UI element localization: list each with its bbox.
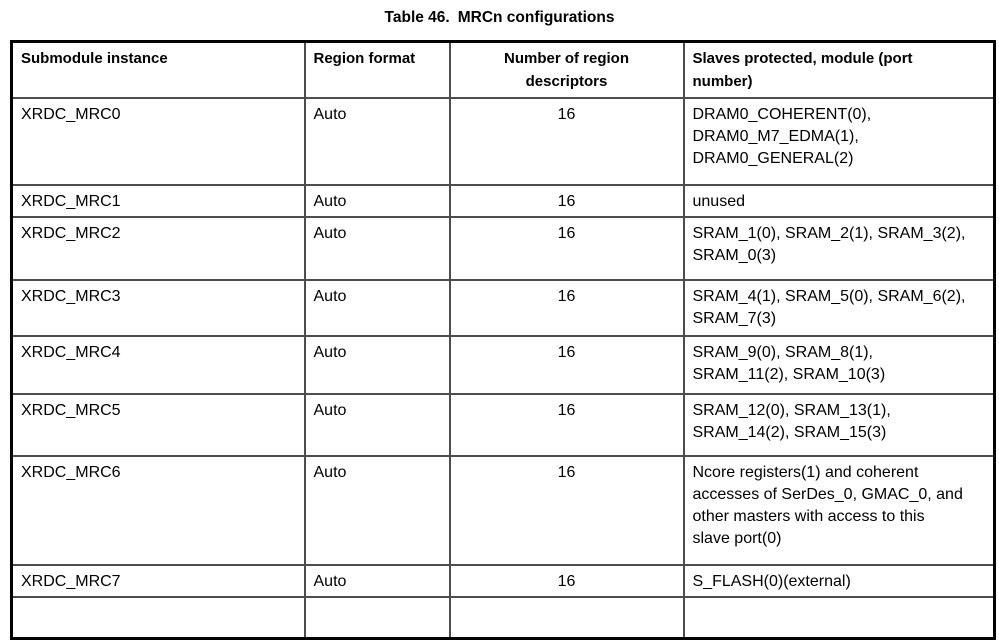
table-row: XRDC_MRC0 Auto 16 DRAM0_COHERENT(0), DRA… <box>10 96 996 186</box>
cell-slaves-protected: S_FLASH(0)(external) <box>682 563 996 598</box>
cell-region-format: Auto <box>303 392 451 457</box>
table-header-row: Submodule instance Region format Number … <box>10 40 996 99</box>
table-row: XRDC_MRC5 Auto 16 SRAM_12(0), SRAM_13(1)… <box>10 392 996 457</box>
column-header-region-format: Region format <box>303 40 451 99</box>
cell-submodule-instance: XRDC_MRC1 <box>10 183 306 218</box>
cell-region-format <box>303 595 451 640</box>
cell-slaves-protected: SRAM_4(1), SRAM_5(0), SRAM_6(2), SRAM_7(… <box>682 278 996 337</box>
cell-region-descriptors: 16 <box>448 215 685 281</box>
table-row: XRDC_MRC4 Auto 16 SRAM_9(0), SRAM_8(1), … <box>10 334 996 395</box>
cell-submodule-instance: XRDC_MRC3 <box>10 278 306 337</box>
cell-slaves-protected <box>682 595 996 640</box>
cell-region-format: Auto <box>303 278 451 337</box>
cell-region-format: Auto <box>303 334 451 395</box>
cell-region-format: Auto <box>303 215 451 281</box>
cell-region-descriptors: 16 <box>448 183 685 218</box>
column-header-slaves-protected: Slaves protected, module (port number) <box>682 40 996 99</box>
cell-submodule-instance: XRDC_MRC0 <box>10 96 306 186</box>
table-row-partial <box>10 595 996 640</box>
cell-region-format: Auto <box>303 454 451 566</box>
cell-submodule-instance: XRDC_MRC2 <box>10 215 306 281</box>
cell-region-format: Auto <box>303 183 451 218</box>
table-caption: Table 46. MRCn configurations <box>0 9 999 27</box>
table-row: XRDC_MRC6 Auto 16 Ncore registers(1) and… <box>10 454 996 566</box>
table-caption-number: Table 46. <box>384 9 450 26</box>
cell-slaves-protected: SRAM_9(0), SRAM_8(1), SRAM_11(2), SRAM_1… <box>682 334 996 395</box>
cell-region-descriptors: 16 <box>448 392 685 457</box>
cell-submodule-instance: XRDC_MRC7 <box>10 563 306 598</box>
cell-submodule-instance: XRDC_MRC4 <box>10 334 306 395</box>
cell-region-format: Auto <box>303 96 451 186</box>
cell-region-descriptors: 16 <box>448 334 685 395</box>
column-header-submodule-instance: Submodule instance <box>10 40 306 99</box>
table-row: XRDC_MRC1 Auto 16 unused <box>10 183 996 218</box>
cell-region-descriptors <box>448 595 685 640</box>
cell-region-descriptors: 16 <box>448 96 685 186</box>
mrc-configurations-table: Submodule instance Region format Number … <box>10 40 996 640</box>
cell-slaves-protected: SRAM_12(0), SRAM_13(1), SRAM_14(2), SRAM… <box>682 392 996 457</box>
table-caption-text: MRCn configurations <box>457 9 615 26</box>
cell-slaves-protected: SRAM_1(0), SRAM_2(1), SRAM_3(2), SRAM_0(… <box>682 215 996 281</box>
cell-submodule-instance: XRDC_MRC6 <box>10 454 306 566</box>
cell-region-descriptors: 16 <box>448 278 685 337</box>
cell-region-descriptors: 16 <box>448 454 685 566</box>
cell-region-descriptors: 16 <box>448 563 685 598</box>
table-row: XRDC_MRC7 Auto 16 S_FLASH(0)(external) <box>10 563 996 598</box>
table-row: XRDC_MRC3 Auto 16 SRAM_4(1), SRAM_5(0), … <box>10 278 996 337</box>
cell-slaves-protected: Ncore registers(1) and coherent accesses… <box>682 454 996 566</box>
cell-region-format: Auto <box>303 563 451 598</box>
cell-submodule-instance <box>10 595 306 640</box>
cell-submodule-instance: XRDC_MRC5 <box>10 392 306 457</box>
table-row: XRDC_MRC2 Auto 16 SRAM_1(0), SRAM_2(1), … <box>10 215 996 281</box>
column-header-number-of-region-descriptors: Number of region descriptors <box>448 40 685 99</box>
cell-slaves-protected: DRAM0_COHERENT(0), DRAM0_M7_EDMA(1), DRA… <box>682 96 996 186</box>
cell-slaves-protected: unused <box>682 183 996 218</box>
